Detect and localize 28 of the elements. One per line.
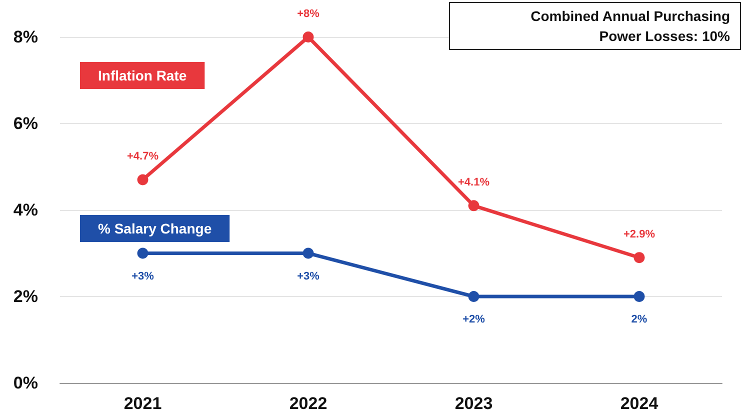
data-label: +4.7% bbox=[127, 150, 159, 163]
y-tick-label: 0% bbox=[13, 374, 38, 392]
point bbox=[468, 200, 480, 212]
point bbox=[302, 248, 314, 259]
x-tick-label: 2022 bbox=[289, 394, 328, 413]
note-box: Combined Annual Purchasing Power Losses: 10% bbox=[449, 2, 741, 50]
data-label: 2% bbox=[631, 314, 648, 326]
data-label: +3% bbox=[132, 270, 154, 282]
y-tick-label: 8% bbox=[13, 28, 38, 46]
x-tick-label: 2021 bbox=[124, 394, 162, 413]
text: Inflation Rate bbox=[98, 68, 187, 84]
y-tick-label: 4% bbox=[13, 200, 38, 220]
data-label: +4.1% bbox=[458, 176, 490, 189]
data-label: +8% bbox=[297, 8, 320, 20]
y-tick-label: 6% bbox=[13, 114, 38, 133]
point bbox=[634, 291, 645, 302]
y-tick-label: 2% bbox=[13, 287, 38, 306]
x-tick-label: 2023 bbox=[454, 394, 493, 413]
point bbox=[634, 252, 645, 264]
point bbox=[137, 248, 148, 259]
point bbox=[302, 32, 314, 42]
data-label: +3% bbox=[297, 270, 320, 282]
point bbox=[468, 291, 480, 302]
x-tick-label: 2024 bbox=[620, 394, 659, 413]
point bbox=[137, 174, 148, 186]
data-label: +2% bbox=[462, 314, 486, 326]
series-label: % Salary Change bbox=[98, 220, 212, 236]
data-label: +2.9% bbox=[624, 228, 656, 241]
